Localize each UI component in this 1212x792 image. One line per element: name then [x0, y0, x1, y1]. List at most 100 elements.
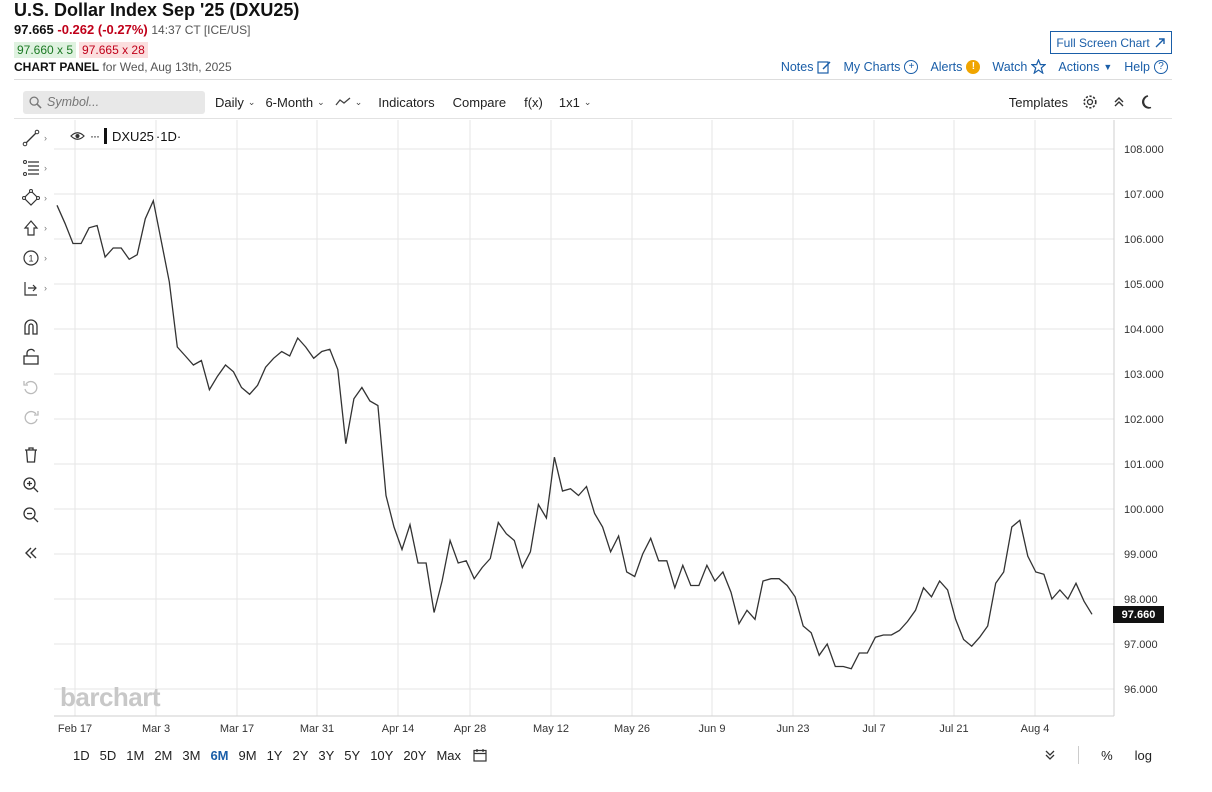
gear-icon[interactable]	[1082, 94, 1098, 110]
range-button-5y[interactable]: 5Y	[344, 747, 361, 763]
actions-menu[interactable]: Actions ▼	[1058, 59, 1112, 74]
x-tick-label: May 26	[614, 723, 650, 735]
fx-label: f(x)	[524, 94, 543, 110]
ask-value: 97.665 x 28	[79, 42, 148, 58]
my-charts-link[interactable]: My Charts +	[843, 59, 919, 74]
chart-legend[interactable]: ··· DXU25·1D·	[70, 128, 181, 144]
x-tick-label: Feb 17	[58, 723, 92, 735]
delete-drawings-button[interactable]	[22, 444, 52, 466]
x-tick-label: Jul 7	[862, 723, 885, 735]
y-tick-label: 101.000	[1124, 459, 1164, 471]
range-button-1m[interactable]: 1M	[126, 747, 145, 763]
range-button-20y[interactable]: 20Y	[403, 747, 427, 763]
period-dropdown[interactable]: 6-Month ⌄	[265, 95, 324, 110]
layout-dropdown[interactable]: 1x1 ⌄	[559, 95, 592, 110]
range-button-1y[interactable]: 1Y	[266, 747, 283, 763]
symbol-input[interactable]	[47, 95, 197, 109]
zoom-in-button[interactable]	[22, 474, 52, 496]
full-screen-label: Full Screen Chart	[1056, 35, 1150, 50]
y-tick-label: 108.000	[1124, 144, 1164, 156]
y-tick-label: 102.000	[1124, 414, 1164, 426]
range-button-10y[interactable]: 10Y	[370, 747, 394, 763]
pencil-icon	[817, 60, 831, 74]
alerts-label: Alerts	[930, 59, 963, 74]
header-divider	[14, 79, 1172, 80]
expand-arrow-icon	[1155, 37, 1165, 47]
help-link[interactable]: Help ?	[1124, 59, 1168, 74]
y-tick-label: 106.000	[1124, 234, 1164, 246]
moon-icon[interactable]	[1140, 94, 1156, 110]
symbol-search[interactable]	[23, 90, 205, 114]
range-button-max[interactable]: Max	[436, 747, 462, 763]
scale-options: % log	[1044, 746, 1152, 764]
range-button-9m[interactable]: 9M	[238, 747, 257, 763]
notes-link[interactable]: Notes	[781, 59, 832, 74]
caret-down-icon: ▼	[1103, 61, 1113, 72]
chart-panel-label: CHART PANEL for Wed, Aug 13th, 2025	[14, 60, 232, 74]
y-tick-label: 96.000	[1124, 684, 1158, 696]
chart-type-dropdown[interactable]: ⌄	[335, 97, 362, 108]
lock-tool[interactable]	[22, 346, 52, 368]
double-chevron-left-icon	[25, 547, 37, 559]
x-tick-label: Jul 21	[939, 723, 968, 735]
double-chevron-down-icon[interactable]	[1044, 749, 1056, 761]
range-button-3y[interactable]: 3Y	[318, 747, 335, 763]
interval-dropdown[interactable]: Daily ⌄	[215, 95, 255, 110]
notes-label: Notes	[780, 59, 814, 74]
barchart-watermark-logo: barchart	[60, 682, 161, 712]
line-chart-type-icon	[335, 97, 351, 106]
panel-date: for Wed, Aug 13th, 2025	[102, 60, 232, 74]
chevron-down-icon: ⌄	[317, 96, 325, 107]
chevron-right-icon: ›	[44, 163, 47, 173]
range-button-2y[interactable]: 2Y	[292, 747, 309, 763]
svg-text:1: 1	[28, 254, 33, 264]
arrow-up-icon	[23, 220, 39, 236]
x-tick-label: Mar 17	[220, 723, 254, 735]
alerts-link[interactable]: Alerts !	[930, 59, 981, 74]
percent-scale-toggle[interactable]: %	[1101, 747, 1113, 763]
chevron-down-icon: ⌄	[583, 96, 592, 107]
range-button-2m[interactable]: 2M	[154, 747, 173, 763]
templates-button[interactable]: Templates	[1008, 94, 1068, 110]
collapse-up-icon[interactable]	[1112, 95, 1126, 109]
layout-label: 1x1	[558, 94, 580, 110]
watch-link[interactable]: Watch	[992, 59, 1047, 74]
range-button-5d[interactable]: 5D	[99, 747, 117, 763]
indicators-button[interactable]: Indicators	[378, 95, 434, 110]
shapes-tool[interactable]: ›	[22, 187, 52, 209]
range-button-6m[interactable]: 6M	[210, 747, 229, 763]
fibonacci-tool[interactable]: ›	[22, 157, 52, 179]
eye-icon[interactable]	[70, 131, 85, 141]
chart-toolbar: Daily⌄ 6-Month⌄ ⌄ Indicators Compare f(x…	[14, 88, 1172, 116]
watch-label: Watch	[992, 59, 1028, 74]
interval-label: Daily	[215, 94, 244, 110]
magnet-tool[interactable]	[22, 316, 52, 338]
plus-circle-icon: +	[904, 59, 919, 74]
undo-button[interactable]	[22, 376, 52, 398]
x-tick-label: May 12	[533, 723, 569, 735]
divider	[1078, 746, 1080, 764]
annotation-tool[interactable]: 1 ›	[22, 247, 52, 269]
measure-tool[interactable]: ›	[22, 277, 52, 299]
range-button-3m[interactable]: 3M	[182, 747, 201, 763]
arrow-tool[interactable]: ›	[22, 217, 52, 239]
range-button-1d[interactable]: 1D	[73, 747, 90, 763]
calendar-icon[interactable]	[473, 748, 487, 762]
trendline-tool[interactable]: ›	[22, 127, 52, 149]
collapse-tools-button[interactable]	[22, 542, 52, 564]
full-screen-chart-button[interactable]: Full Screen Chart	[1050, 31, 1172, 54]
bid-value: 97.660 x 5	[14, 42, 77, 58]
redo-button[interactable]	[22, 406, 52, 428]
header-menu: Notes My Charts + Alerts ! Watch Actions…	[781, 59, 1168, 74]
zoom-out-button[interactable]	[22, 504, 52, 526]
fx-button[interactable]: f(x)	[524, 95, 543, 110]
undo-icon	[23, 380, 38, 395]
more-options-icon[interactable]: ···	[90, 129, 100, 143]
y-tick-label: 100.000	[1124, 504, 1164, 516]
compare-button[interactable]: Compare	[453, 95, 506, 110]
log-scale-toggle[interactable]: log	[1134, 747, 1152, 763]
bid-ask: 97.660 x 5 97.665 x 28	[14, 42, 148, 58]
chevron-down-icon: ⌄	[247, 96, 256, 107]
trash-icon	[25, 447, 37, 463]
